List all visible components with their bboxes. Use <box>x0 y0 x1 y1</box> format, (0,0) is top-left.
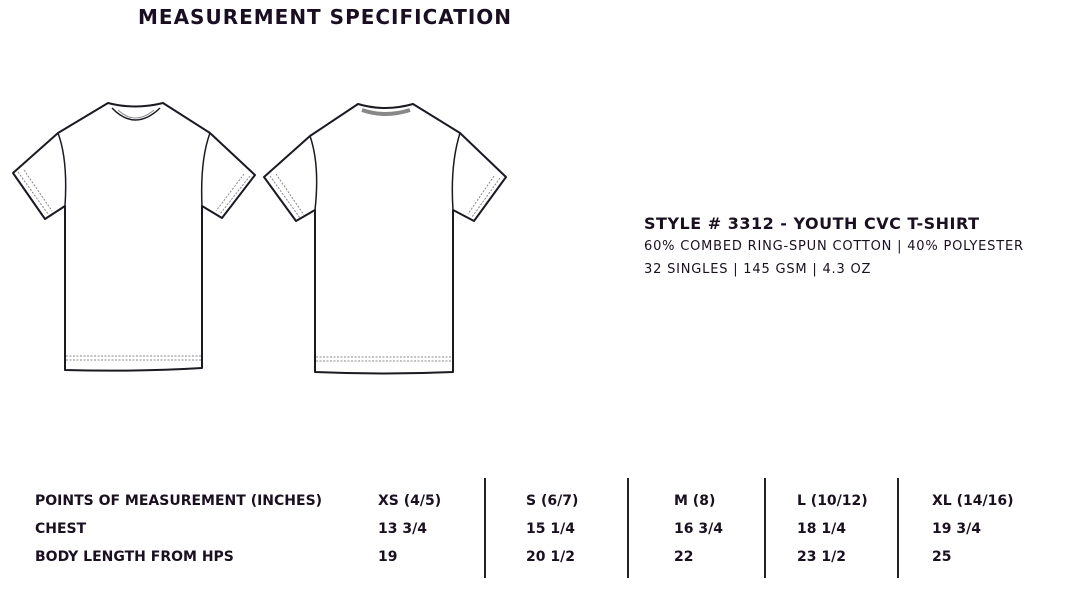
tshirt-back-drawing <box>263 103 507 375</box>
header-cell: XS (4/5) <box>378 493 442 509</box>
table-cell: 18 1/4 <box>797 521 846 537</box>
header-cell: S (6/7) <box>526 493 579 509</box>
table-cell: 23 1/2 <box>797 549 846 565</box>
table-cell: 15 1/4 <box>526 521 575 537</box>
table-cell: 20 1/2 <box>526 549 575 565</box>
tshirt-illustrations <box>12 102 507 375</box>
table-cell: 13 3/4 <box>378 521 427 537</box>
table-cell: 16 3/4 <box>674 521 723 537</box>
column-divider <box>764 478 766 578</box>
table-cell: 19 <box>378 549 398 565</box>
table-header-row: POINTS OF MEASUREMENT (INCHES) XS (4/5) … <box>0 493 1080 513</box>
style-info: STYLE # 3312 - YOUTH CVC T-SHIRT 60% COM… <box>644 214 1024 285</box>
header-cell: POINTS OF MEASUREMENT (INCHES) <box>35 493 323 509</box>
table-row: BODY LENGTH FROM HPS 19 20 1/2 22 23 1/2… <box>0 549 1080 569</box>
page-title: MEASUREMENT SPECIFICATION <box>138 5 513 29</box>
column-divider <box>627 478 629 578</box>
table-cell: BODY LENGTH FROM HPS <box>35 549 234 565</box>
header-cell: M (8) <box>674 493 716 509</box>
table-cell: 22 <box>674 549 694 565</box>
column-divider <box>484 478 486 578</box>
table-cell: CHEST <box>35 521 87 537</box>
header-cell: L (10/12) <box>797 493 868 509</box>
fabric-composition: 60% COMBED RING-SPUN COTTON | 40% POLYES… <box>644 239 1024 254</box>
table-cell: 25 <box>932 549 952 565</box>
table-row: CHEST 13 3/4 15 1/4 16 3/4 18 1/4 19 3/4 <box>0 521 1080 541</box>
fabric-specs: 32 SINGLES | 145 GSM | 4.3 OZ <box>644 262 872 277</box>
column-divider <box>897 478 899 578</box>
header-cell: XL (14/16) <box>932 493 1014 509</box>
table-cell: 19 3/4 <box>932 521 981 537</box>
style-heading: STYLE # 3312 - YOUTH CVC T-SHIRT <box>644 214 980 233</box>
tshirt-front-drawing <box>12 102 256 372</box>
